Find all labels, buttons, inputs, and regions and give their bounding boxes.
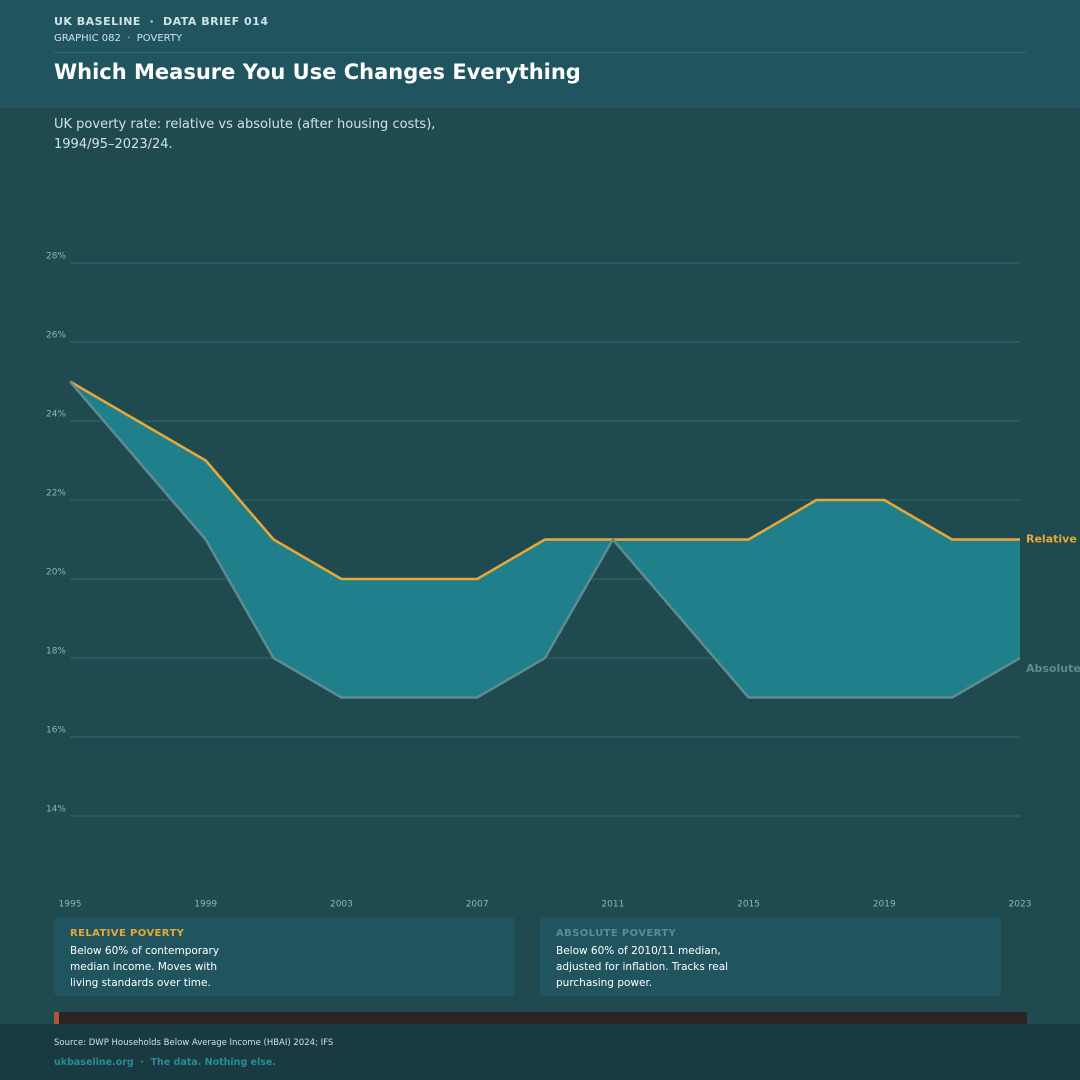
title: Which Measure You Use Changes Everything: [54, 60, 581, 84]
series-label: Absolute: [1026, 662, 1080, 675]
card-title: ABSOLUTE POVERTY: [556, 928, 677, 939]
card-title: RELATIVE POVERTY: [70, 928, 185, 939]
x-tick-label: 2019: [873, 900, 896, 910]
card-text: Below 60% of contemporary median income.…: [70, 945, 220, 989]
series-label: Relative: [1026, 533, 1077, 546]
x-tick-label: 1995: [59, 900, 82, 910]
card-text: Below 60% of 2010/11 median, adjusted fo…: [556, 945, 729, 989]
y-tick-label: 16%: [46, 726, 66, 736]
y-tick-label: 20%: [46, 568, 66, 578]
x-tick-label: 2015: [737, 900, 760, 910]
section: GRAPHIC 082 · POVERTY: [54, 33, 183, 44]
footer: Source: DWP Households Below Average Inc…: [0, 1024, 1080, 1080]
site: ukbaseline.org · The data. Nothing else.: [54, 1057, 276, 1068]
card: RELATIVE POVERTY Below 60% of contempora…: [54, 917, 515, 996]
divider: [54, 52, 1026, 53]
kicker: UK BASELINE · DATA BRIEF 014: [54, 15, 269, 28]
y-tick-label: 14%: [46, 805, 66, 815]
subtitle: UK poverty rate: relative vs absolute (a…: [54, 117, 436, 152]
x-tick-label: 1999: [194, 900, 217, 910]
series-line: [69, 380, 1021, 699]
header: UK BASELINE · DATA BRIEF 014 GRAPHIC 082…: [0, 0, 1080, 108]
card: ABSOLUTE POVERTY Below 60% of 2010/11 me…: [540, 917, 1001, 996]
y-tick-label: 18%: [46, 647, 66, 657]
y-tick-label: 28%: [46, 252, 66, 262]
x-tick-label: 2003: [330, 900, 353, 910]
y-tick-label: 22%: [46, 489, 66, 499]
x-tick-label: 2023: [1009, 900, 1032, 910]
series-line: [69, 380, 1020, 581]
x-tick-label: 2011: [601, 900, 624, 910]
y-tick-label: 26%: [46, 331, 66, 341]
y-tick-label: 24%: [46, 410, 66, 420]
source: Source: DWP Households Below Average Inc…: [54, 1038, 334, 1048]
x-tick-label: 2007: [466, 900, 489, 910]
